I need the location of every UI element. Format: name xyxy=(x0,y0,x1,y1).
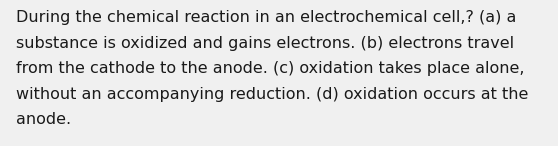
Text: During the chemical reaction in an electrochemical cell,? (a) a: During the chemical reaction in an elect… xyxy=(16,10,516,25)
Text: from the cathode to the anode. (c) oxidation takes place alone,: from the cathode to the anode. (c) oxida… xyxy=(16,61,524,76)
Text: substance is oxidized and gains electrons. (b) electrons travel: substance is oxidized and gains electron… xyxy=(16,36,514,51)
Text: anode.: anode. xyxy=(16,112,71,127)
Text: without an accompanying reduction. (d) oxidation occurs at the: without an accompanying reduction. (d) o… xyxy=(16,87,528,102)
